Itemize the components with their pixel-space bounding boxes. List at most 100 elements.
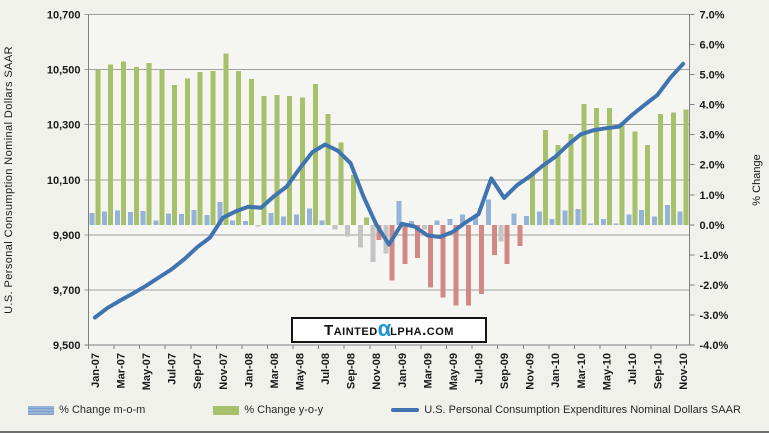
yoy-bar xyxy=(542,129,548,225)
y-left-tick-label: 9,900 xyxy=(53,230,81,242)
yoy-bar xyxy=(555,144,561,225)
mom-bar xyxy=(140,210,146,225)
mom-bar xyxy=(562,210,568,225)
mom-bar xyxy=(511,213,517,225)
right-axis-title: % Change xyxy=(751,154,763,206)
mom-bar xyxy=(613,223,619,225)
mom-bar xyxy=(153,220,159,225)
mom-bar xyxy=(588,223,594,225)
mom-bar xyxy=(421,224,427,230)
mom-bar xyxy=(409,220,415,225)
mom-bar xyxy=(102,211,108,225)
yoy-bar xyxy=(287,96,293,225)
yoy-bar xyxy=(363,217,369,225)
mom-bar xyxy=(639,210,645,225)
mom-bar xyxy=(293,214,299,225)
left-axis-title: U.S. Personal Consumption Nominal Dollar… xyxy=(3,46,15,314)
yoy-bar xyxy=(683,109,689,225)
mom-bar xyxy=(242,221,248,225)
yoy-bar xyxy=(133,66,139,225)
mom-bar xyxy=(524,215,530,225)
watermark-text-before: Tainted xyxy=(324,321,378,339)
mom-bar xyxy=(127,212,133,225)
yoy-bar xyxy=(197,71,203,225)
yoy-bar xyxy=(236,70,242,225)
mom-bar xyxy=(268,212,274,225)
x-tick-label: Sep-07 xyxy=(192,353,204,389)
yoy-bar xyxy=(658,113,664,225)
yoy-bar xyxy=(172,85,178,225)
mom-bar xyxy=(626,214,632,225)
mom-bar xyxy=(357,224,363,248)
mom-bar xyxy=(217,201,223,225)
mom-bar xyxy=(230,220,236,225)
mom-bar xyxy=(306,208,312,225)
mom-bar xyxy=(447,218,453,225)
yoy-bar xyxy=(491,224,497,255)
x-tick-label: Mar-10 xyxy=(576,353,588,388)
x-tick-label: Sep-08 xyxy=(346,353,358,389)
yoy-bar xyxy=(146,62,152,225)
mom-bar xyxy=(255,224,261,227)
yoy-bar xyxy=(632,131,638,225)
y-right-tick-label: 6.0% xyxy=(700,40,725,52)
yoy-bar xyxy=(159,69,165,225)
x-tick-label: Nov-08 xyxy=(371,353,383,390)
watermark-box: Tainted α lpha.com xyxy=(291,317,487,343)
pce-line xyxy=(92,61,686,320)
yoy-bar xyxy=(248,79,254,225)
x-tick-label: Jan-10 xyxy=(550,353,562,388)
yoy-bar xyxy=(645,144,651,225)
x-tick-label: Jan-08 xyxy=(243,353,255,388)
yoy-bar xyxy=(619,122,625,225)
mom-bar xyxy=(536,211,542,225)
y-right-tick-label: -2.0% xyxy=(700,280,729,292)
y-right-tick-label: 0.0% xyxy=(700,220,725,232)
yoy-bar xyxy=(568,134,574,225)
yoy-bar xyxy=(427,224,433,288)
yoy-bar xyxy=(108,64,114,225)
yoy-bar xyxy=(453,224,459,306)
mom-bar xyxy=(166,213,172,225)
yoy-bar xyxy=(594,108,600,225)
yoy-bar xyxy=(504,224,510,265)
yoy-bar xyxy=(338,142,344,225)
yoy-bar xyxy=(581,104,587,225)
mom-bar xyxy=(652,216,658,225)
mom-bar xyxy=(89,212,95,225)
yoy-bar xyxy=(402,224,408,265)
mom-bar xyxy=(281,216,287,225)
mom-bar xyxy=(485,199,491,225)
mom-bar xyxy=(677,211,683,225)
mom-bar xyxy=(345,224,351,237)
mom-bar xyxy=(191,209,197,225)
watermark-text-after: lpha.com xyxy=(390,321,454,339)
x-tick-label: Jan-09 xyxy=(397,353,409,388)
x-tick-label: Nov-07 xyxy=(218,353,230,390)
watermark-alpha-glyph: α xyxy=(377,316,392,342)
y-left-tick-label: 10,500 xyxy=(47,65,81,77)
mom-bar xyxy=(319,220,325,225)
mom-bar xyxy=(549,218,555,225)
yoy-bar xyxy=(184,78,190,225)
x-tick-label: Jul-10 xyxy=(627,353,639,385)
yoy-bar xyxy=(517,224,523,246)
y-left-tick-label: 9,500 xyxy=(53,340,81,352)
yoy-bar xyxy=(95,69,101,225)
x-tick-label: Mar-09 xyxy=(422,353,434,388)
mom-bar xyxy=(600,219,606,225)
x-tick-label: May-10 xyxy=(601,353,613,390)
x-tick-label: May-09 xyxy=(448,353,460,390)
x-tick-label: Nov-09 xyxy=(525,353,537,390)
x-tick-label: Jan-07 xyxy=(90,353,102,388)
mom-bar xyxy=(473,215,479,225)
mom-bar xyxy=(370,224,376,262)
yoy-bar-swatch-icon xyxy=(213,405,240,415)
y-right-tick-label: -4.0% xyxy=(700,340,729,352)
mom-bar xyxy=(434,220,440,225)
yoy-bar xyxy=(415,224,421,259)
x-tick-label: Mar-08 xyxy=(269,353,281,388)
mom-bar xyxy=(396,201,402,225)
yoy-bar xyxy=(479,224,485,295)
